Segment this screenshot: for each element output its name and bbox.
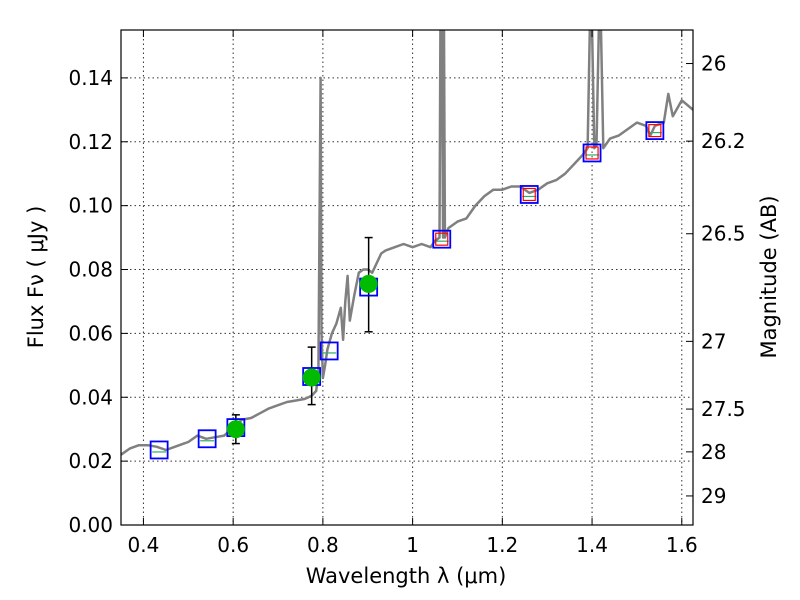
model-flux-square (519, 185, 539, 204)
grid (121, 30, 693, 526)
model-flux-square-red (648, 123, 662, 138)
model-flux-square (582, 143, 602, 163)
spectrum-line (121, 30, 693, 456)
model-flux-square-red (585, 146, 599, 160)
x-tick-label: 1.6 (666, 533, 698, 557)
y-tick-label: 0.00 (68, 513, 113, 537)
right-tick-label: 26.2 (701, 129, 746, 153)
right-tick-label: 28 (701, 440, 726, 464)
right-tick-label: 27 (701, 329, 726, 353)
observed-point (359, 274, 378, 293)
y-axis-label: Flux Fν ( μJy ) (24, 206, 48, 349)
plot-area (121, 30, 693, 460)
x-axis-label: Wavelength λ (μm) (306, 564, 507, 588)
y-tick-label: 0.06 (68, 321, 113, 345)
model-flux-square (197, 429, 217, 449)
right-tick-label: 27.5 (701, 397, 746, 421)
right-tick-label: 26 (701, 52, 726, 76)
x-tick-label: 1 (406, 533, 419, 557)
axis-ticks: 0.4 0.6 0.8 1 1.2 1.4 1.6 0.00 0.02 0.04 0.06 0.08 0… (68, 30, 746, 557)
y-tick-label: 0.04 (68, 385, 113, 409)
model-flux-square (432, 229, 452, 249)
right-tick-label: 26.5 (701, 222, 746, 246)
x-tick-label: 1.4 (576, 533, 608, 557)
x-tick-label: 0.8 (307, 533, 339, 557)
right-axis-label: Magnitude (AB) (757, 195, 781, 358)
observed-point (302, 368, 321, 387)
y-tick-label: 0.08 (68, 258, 113, 282)
x-tick-label: 1.2 (486, 533, 518, 557)
y-tick-label: 0.12 (68, 130, 113, 154)
x-tick-label: 0.4 (128, 533, 160, 557)
model-flux-square-red (522, 187, 536, 202)
y-tick-label: 0.14 (68, 66, 113, 90)
model-flux-square (149, 440, 169, 460)
model-flux-square (319, 341, 339, 361)
model-flux-square-red (435, 232, 449, 246)
x-tick-label: 0.6 (217, 533, 249, 557)
model-flux-square (645, 121, 665, 140)
y-tick-label: 0.10 (68, 194, 113, 218)
axes-frame (120, 29, 694, 526)
observed-point (226, 420, 245, 439)
y-tick-label: 0.02 (68, 449, 113, 473)
right-tick-label: 29 (701, 484, 726, 508)
